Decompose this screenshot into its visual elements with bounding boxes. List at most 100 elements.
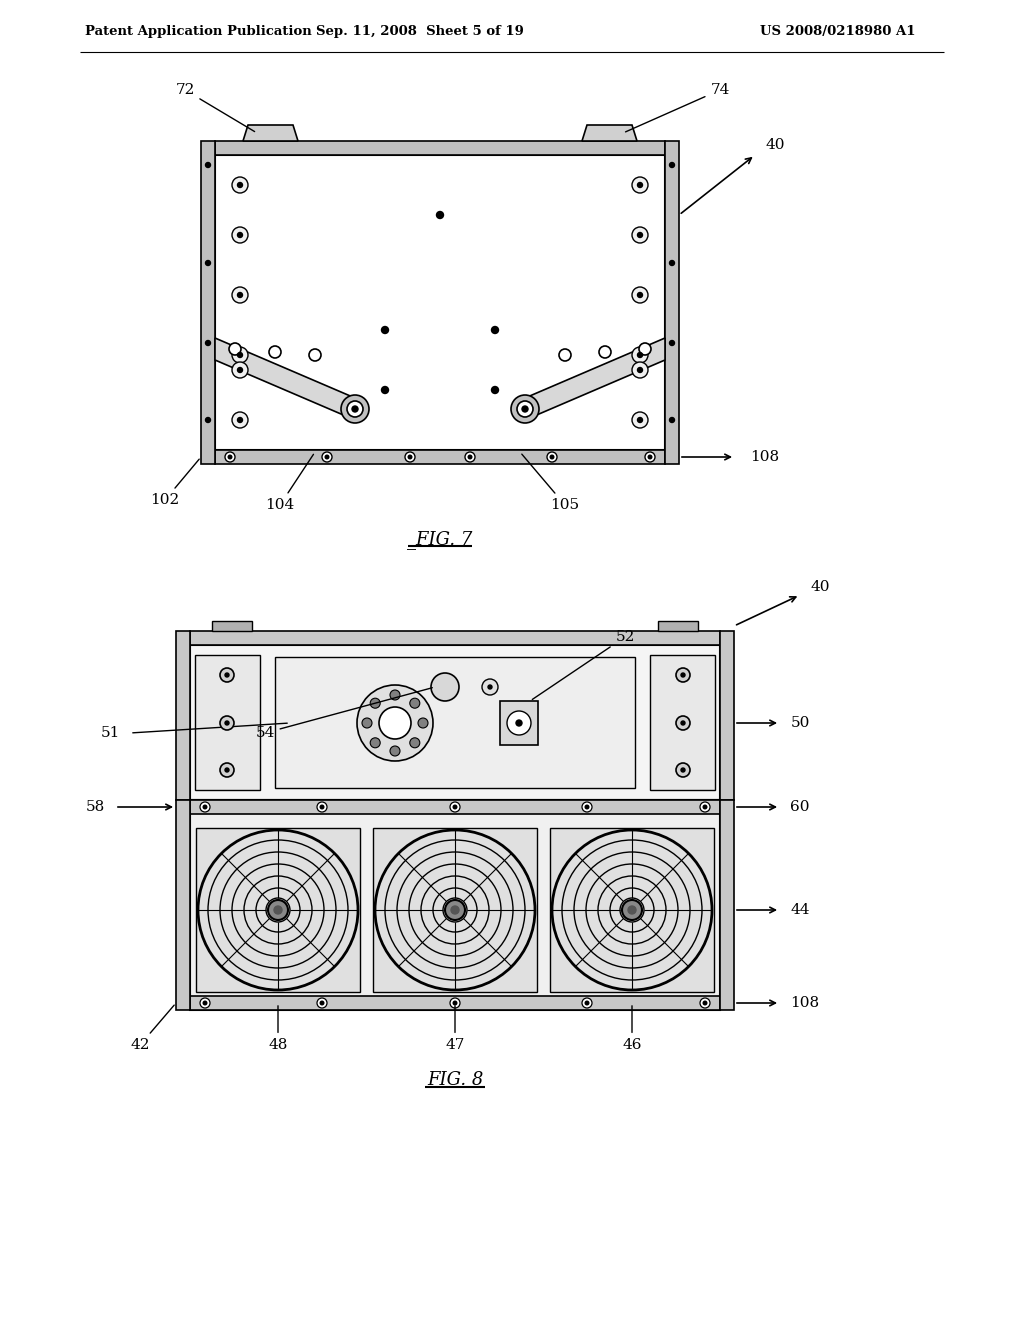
Circle shape bbox=[516, 719, 522, 726]
Bar bbox=[212, 620, 252, 631]
Circle shape bbox=[238, 232, 243, 238]
Circle shape bbox=[436, 211, 443, 219]
Circle shape bbox=[670, 162, 675, 168]
Circle shape bbox=[450, 803, 460, 812]
Circle shape bbox=[638, 367, 642, 372]
Text: 60: 60 bbox=[791, 800, 810, 814]
Circle shape bbox=[638, 352, 642, 358]
Circle shape bbox=[648, 455, 652, 459]
Circle shape bbox=[632, 362, 648, 378]
Circle shape bbox=[317, 998, 327, 1008]
Bar bbox=[176, 631, 190, 800]
Bar bbox=[373, 828, 537, 993]
Circle shape bbox=[382, 326, 388, 334]
Circle shape bbox=[522, 407, 528, 412]
Circle shape bbox=[638, 293, 642, 297]
Bar bbox=[550, 828, 714, 993]
Circle shape bbox=[206, 260, 211, 265]
Bar bbox=[275, 657, 635, 788]
Bar bbox=[190, 631, 720, 645]
Bar bbox=[720, 800, 734, 1010]
Circle shape bbox=[382, 387, 388, 393]
Circle shape bbox=[492, 326, 499, 334]
Circle shape bbox=[585, 1001, 589, 1005]
Circle shape bbox=[450, 998, 460, 1008]
Bar bbox=[650, 655, 715, 789]
Circle shape bbox=[390, 746, 400, 756]
Circle shape bbox=[321, 1001, 324, 1005]
Circle shape bbox=[670, 260, 675, 265]
Text: 51: 51 bbox=[100, 726, 120, 741]
Circle shape bbox=[220, 763, 234, 777]
Circle shape bbox=[322, 451, 332, 462]
Bar bbox=[720, 631, 734, 800]
Circle shape bbox=[670, 341, 675, 346]
Text: Patent Application Publication: Patent Application Publication bbox=[85, 25, 311, 38]
Circle shape bbox=[638, 232, 642, 238]
Bar bbox=[665, 141, 679, 465]
Circle shape bbox=[582, 803, 592, 812]
Polygon shape bbox=[525, 338, 665, 420]
Circle shape bbox=[638, 417, 642, 422]
Circle shape bbox=[454, 805, 457, 809]
Circle shape bbox=[317, 803, 327, 812]
Bar bbox=[190, 800, 720, 814]
Circle shape bbox=[352, 407, 358, 412]
Circle shape bbox=[703, 805, 707, 809]
Circle shape bbox=[232, 177, 248, 193]
Circle shape bbox=[225, 721, 229, 725]
Circle shape bbox=[585, 805, 589, 809]
Circle shape bbox=[492, 387, 499, 393]
Circle shape bbox=[238, 293, 243, 297]
Circle shape bbox=[321, 805, 324, 809]
Circle shape bbox=[341, 395, 369, 422]
Circle shape bbox=[206, 162, 211, 168]
Circle shape bbox=[628, 906, 636, 913]
Text: 40: 40 bbox=[765, 139, 784, 152]
Circle shape bbox=[220, 668, 234, 682]
Bar bbox=[500, 701, 538, 744]
Polygon shape bbox=[582, 125, 637, 141]
Circle shape bbox=[274, 906, 282, 913]
Circle shape bbox=[269, 346, 281, 358]
Polygon shape bbox=[243, 125, 298, 141]
Bar bbox=[215, 154, 665, 450]
Circle shape bbox=[482, 678, 498, 696]
Circle shape bbox=[645, 451, 655, 462]
Bar bbox=[196, 828, 360, 993]
Text: 58: 58 bbox=[85, 800, 104, 814]
Circle shape bbox=[700, 998, 710, 1008]
Circle shape bbox=[238, 182, 243, 187]
Text: 48: 48 bbox=[268, 1006, 288, 1052]
Circle shape bbox=[632, 286, 648, 304]
Circle shape bbox=[632, 347, 648, 363]
Bar bbox=[176, 800, 190, 1010]
Circle shape bbox=[232, 347, 248, 363]
Circle shape bbox=[390, 690, 400, 700]
Bar bbox=[201, 141, 215, 465]
Text: Sep. 11, 2008  Sheet 5 of 19: Sep. 11, 2008 Sheet 5 of 19 bbox=[316, 25, 524, 38]
Text: 54: 54 bbox=[255, 688, 432, 741]
Circle shape bbox=[238, 367, 243, 372]
Circle shape bbox=[203, 1001, 207, 1005]
Circle shape bbox=[550, 455, 554, 459]
Circle shape bbox=[362, 718, 372, 729]
Circle shape bbox=[622, 900, 642, 920]
Circle shape bbox=[347, 401, 362, 417]
Text: 108: 108 bbox=[751, 450, 779, 465]
Text: 104: 104 bbox=[265, 454, 313, 512]
Circle shape bbox=[232, 286, 248, 304]
Circle shape bbox=[406, 451, 415, 462]
Circle shape bbox=[632, 177, 648, 193]
Circle shape bbox=[468, 455, 472, 459]
Text: _FIG. 7: _FIG. 7 bbox=[408, 531, 473, 549]
Circle shape bbox=[326, 455, 329, 459]
Text: 52: 52 bbox=[532, 630, 635, 700]
Circle shape bbox=[445, 900, 465, 920]
Circle shape bbox=[371, 738, 380, 748]
Circle shape bbox=[488, 685, 492, 689]
Text: 47: 47 bbox=[445, 1006, 465, 1052]
Bar bbox=[658, 620, 698, 631]
Circle shape bbox=[681, 673, 685, 677]
Bar bbox=[190, 800, 720, 1010]
